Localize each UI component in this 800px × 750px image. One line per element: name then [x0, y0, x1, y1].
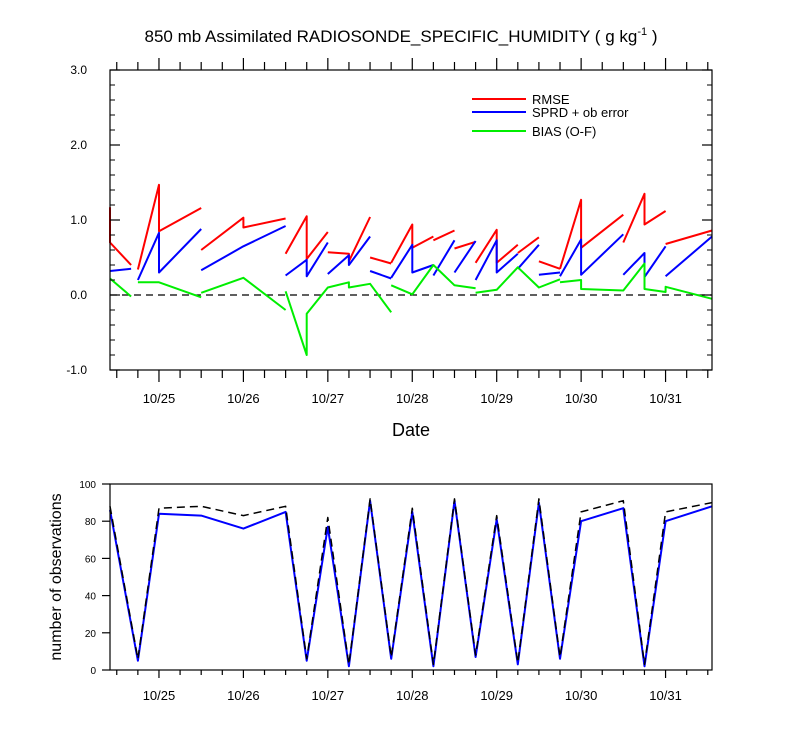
series-0-segment-6: [390, 223, 434, 264]
legend-rmse-label: RMSE: [532, 92, 570, 107]
obs-series-0: [109, 498, 713, 666]
x-axis-label: Date: [392, 420, 430, 440]
series-1-segment-5: [369, 270, 392, 280]
series-2-segment-0: [109, 277, 132, 298]
chart-title-end: ): [647, 27, 657, 46]
x-tick-label: 10/29: [480, 391, 513, 406]
y-tick-label: -1.0: [66, 363, 87, 377]
top-ticks-group: -1.0 0.0 1.0 2.0 3.0 10/25 10/26 10/27 10/28 10/2…: [66, 58, 712, 406]
y-axis-label-observations: number of observations: [48, 493, 65, 660]
obs-x-tick-label: 10/31: [649, 688, 682, 703]
series-0-segment-13: [622, 192, 667, 243]
legend-bias-label: BIAS (O-F): [532, 124, 596, 139]
obs-y-tick-label: 40: [85, 592, 97, 603]
y-tick-label: 3.0: [70, 63, 87, 77]
series-1-segment-6: [390, 243, 434, 279]
series-2-segment-3: [284, 281, 393, 356]
y-tick-label: 1.0: [70, 213, 87, 227]
series-1-segment-10: [517, 244, 540, 270]
obs-y-tick-label: 60: [85, 554, 97, 565]
series-0-segment-3: [284, 215, 329, 260]
series-0-segment-7: [432, 229, 455, 242]
series-0-segment-12: [559, 198, 624, 270]
series-2-segment-5: [475, 266, 561, 294]
obs-y-tick-label: 0: [90, 666, 96, 677]
series-0-segment-8: [454, 240, 476, 250]
series-2-segment-4: [390, 264, 476, 296]
bottom-series-group: [109, 498, 713, 668]
obs-x-tick-label: 10/25: [143, 688, 176, 703]
series-0-segment-10: [517, 236, 540, 254]
obs-count-chart: 0 20 40 60 80 100 10/25 10/26 10/27 10/28 10/29 10/…: [48, 480, 713, 703]
obs-x-tick-label: 10/27: [312, 688, 345, 703]
series-1-segment-8: [453, 240, 477, 274]
series-2-segment-2: [200, 276, 287, 311]
series-1-segment-4: [327, 235, 371, 275]
series-0-segment-2: [200, 216, 286, 251]
series-1-segment-12: [559, 233, 624, 277]
series-1-segment-7: [432, 239, 456, 277]
legend: RMSE SPRD + ob error BIAS (O-F): [472, 92, 629, 139]
obs-y-tick-label: 20: [85, 629, 97, 640]
x-tick-label: 10/28: [396, 391, 429, 406]
chart-title-main: 850 mb Assimilated RADIOSONDE_SPECIFIC_H…: [145, 27, 638, 46]
y-tick-label: 2.0: [70, 138, 87, 152]
chart-title-exponent: -1: [637, 26, 647, 38]
bottom-ticks-group: 0 20 40 60 80 100 10/25 10/26 10/27 10/28 10/29 10/…: [79, 480, 709, 703]
series-2-segment-6: [559, 262, 713, 300]
top-plot-frame: [109, 69, 713, 371]
series-0-segment-0: [109, 207, 132, 266]
series-1-segment-1: [136, 228, 202, 281]
series-1-segment-11: [538, 271, 561, 276]
bottom-plot-frame: [109, 483, 713, 671]
chart-title: 850 mb Assimilated RADIOSONDE_SPECIFIC_H…: [145, 26, 658, 46]
obs-x-tick-label: 10/30: [565, 688, 598, 703]
obs-series-1: [109, 499, 713, 668]
obs-x-tick-label: 10/29: [480, 688, 513, 703]
x-tick-label: 10/25: [143, 391, 176, 406]
x-tick-label: 10/27: [312, 391, 345, 406]
series-0-segment-5: [369, 256, 392, 265]
obs-y-tick-label: 100: [79, 480, 96, 491]
obs-y-tick-label: 80: [85, 517, 97, 528]
obs-x-tick-label: 10/26: [227, 688, 260, 703]
series-1-segment-2: [200, 225, 287, 272]
y-tick-label: 0.0: [70, 288, 87, 302]
rmse-chart: 850 mb Assimilated RADIOSONDE_SPECIFIC_H…: [66, 26, 713, 440]
series-0-segment-14: [665, 229, 713, 245]
obs-x-tick-label: 10/28: [396, 688, 429, 703]
series-1-segment-0: [109, 267, 132, 272]
series-1-segment-3: [285, 241, 329, 278]
series-0-segment-1: [136, 183, 202, 270]
x-tick-label: 10/26: [227, 391, 260, 406]
series-0-segment-11: [538, 260, 561, 270]
legend-sprd-label: SPRD + ob error: [532, 105, 629, 120]
x-tick-label: 10/30: [565, 391, 598, 406]
series-2-segment-1: [137, 281, 202, 299]
series-1-segment-14: [664, 235, 713, 278]
top-series-group: [109, 183, 713, 356]
x-tick-label: 10/31: [649, 391, 682, 406]
series-1-segment-9: [474, 239, 519, 281]
